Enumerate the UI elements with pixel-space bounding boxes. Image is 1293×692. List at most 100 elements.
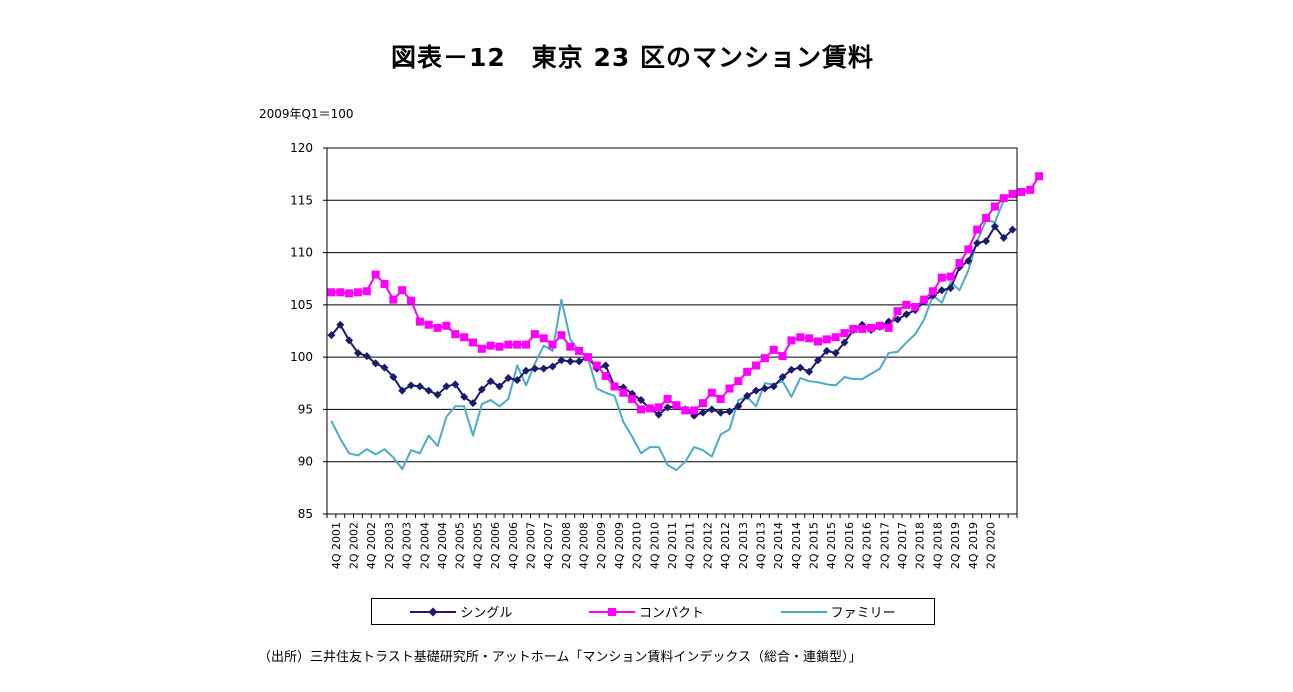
data-point bbox=[698, 399, 707, 408]
data-point bbox=[716, 408, 725, 417]
data-point bbox=[513, 376, 522, 385]
data-point bbox=[778, 373, 787, 382]
data-point bbox=[433, 390, 442, 399]
data-point bbox=[743, 367, 752, 376]
data-point bbox=[831, 333, 840, 342]
x-tick-label: 2Q 2017 bbox=[878, 522, 891, 569]
data-point bbox=[353, 288, 362, 297]
x-tick-label: 4Q 2004 bbox=[436, 522, 449, 569]
legend-label-compact: コンパクト bbox=[638, 606, 704, 621]
data-point bbox=[442, 321, 451, 330]
x-tick-label: 2Q 2020 bbox=[984, 522, 997, 569]
data-point bbox=[336, 320, 345, 329]
data-point bbox=[486, 377, 495, 386]
data-point bbox=[813, 356, 822, 365]
data-point bbox=[451, 330, 460, 339]
data-point bbox=[796, 333, 805, 342]
data-point bbox=[920, 295, 929, 304]
data-point bbox=[990, 202, 999, 211]
data-point bbox=[928, 287, 937, 296]
y-tick-label: 90 bbox=[298, 455, 313, 469]
data-point bbox=[734, 377, 743, 386]
data-point bbox=[628, 394, 637, 403]
data-point bbox=[513, 340, 522, 349]
data-point bbox=[937, 273, 946, 282]
legend-item-single: シングル bbox=[410, 602, 512, 621]
data-point bbox=[345, 289, 354, 298]
x-tick-label: 4Q 2015 bbox=[825, 522, 838, 569]
data-point bbox=[398, 286, 407, 295]
data-point bbox=[849, 324, 858, 333]
data-point bbox=[769, 382, 778, 391]
data-point bbox=[353, 348, 362, 357]
y-tick-label: 105 bbox=[290, 298, 313, 312]
data-point bbox=[583, 353, 592, 362]
data-point bbox=[557, 356, 566, 365]
data-point bbox=[672, 401, 681, 410]
data-point bbox=[645, 404, 654, 413]
x-tick-label: 2Q 2009 bbox=[595, 522, 608, 569]
data-point bbox=[893, 307, 902, 316]
x-tick-label: 4Q 2002 bbox=[365, 522, 378, 569]
data-point bbox=[610, 382, 619, 391]
data-point bbox=[380, 279, 389, 288]
data-point bbox=[566, 357, 575, 366]
data-point bbox=[601, 361, 610, 370]
data-point bbox=[504, 374, 513, 383]
data-point bbox=[690, 406, 699, 415]
x-tick-label: 2Q 2004 bbox=[418, 522, 431, 569]
data-point bbox=[973, 239, 982, 248]
data-point bbox=[486, 341, 495, 350]
x-tick-label: 2Q 2013 bbox=[737, 522, 750, 569]
x-tick-label: 4Q 2013 bbox=[754, 522, 767, 569]
data-point bbox=[937, 286, 946, 295]
data-point bbox=[982, 237, 991, 246]
data-point bbox=[522, 340, 531, 349]
data-point bbox=[362, 287, 371, 296]
data-point bbox=[698, 408, 707, 417]
data-point bbox=[707, 405, 716, 414]
data-point bbox=[451, 380, 460, 389]
x-tick-label: 2Q 2016 bbox=[843, 522, 856, 569]
data-point bbox=[875, 321, 884, 330]
data-point bbox=[380, 363, 389, 372]
y-tick-label: 120 bbox=[290, 141, 313, 155]
data-point bbox=[734, 402, 743, 411]
data-point bbox=[663, 403, 672, 412]
x-tick-label: 4Q 2019 bbox=[967, 522, 980, 569]
x-tick-label: 4Q 2001 bbox=[330, 522, 343, 569]
data-point bbox=[654, 410, 663, 419]
data-point bbox=[999, 233, 1008, 242]
data-point bbox=[407, 296, 416, 305]
x-tick-label: 2Q 2010 bbox=[631, 522, 644, 569]
data-point bbox=[902, 300, 911, 309]
y-tick-label: 110 bbox=[290, 246, 313, 260]
x-tick-label: 2Q 2005 bbox=[454, 522, 467, 569]
data-point bbox=[805, 334, 814, 343]
data-point bbox=[1017, 187, 1026, 196]
data-point bbox=[522, 366, 531, 375]
data-point bbox=[707, 388, 716, 397]
data-point bbox=[530, 364, 539, 373]
y-tick-label: 100 bbox=[290, 350, 313, 364]
y-tick-label: 85 bbox=[298, 507, 313, 521]
data-point bbox=[858, 324, 867, 333]
data-point bbox=[557, 331, 566, 340]
data-point bbox=[398, 386, 407, 395]
data-point bbox=[752, 386, 761, 395]
data-point bbox=[539, 334, 548, 343]
series-line-0 bbox=[330, 225, 1014, 417]
gridlines bbox=[327, 199, 1017, 463]
data-point bbox=[902, 310, 911, 319]
plot-area bbox=[326, 147, 1018, 515]
source-note: （出所）三井住友トラスト基礎研究所・アットホーム「マンション賃料インデックス（総… bbox=[258, 650, 862, 665]
data-point bbox=[946, 272, 955, 281]
data-point bbox=[955, 259, 964, 268]
series-line-2 bbox=[330, 199, 1005, 472]
data-point bbox=[716, 394, 725, 403]
data-point bbox=[822, 346, 831, 355]
data-point bbox=[495, 342, 504, 351]
data-point bbox=[637, 396, 646, 405]
data-point bbox=[601, 371, 610, 380]
